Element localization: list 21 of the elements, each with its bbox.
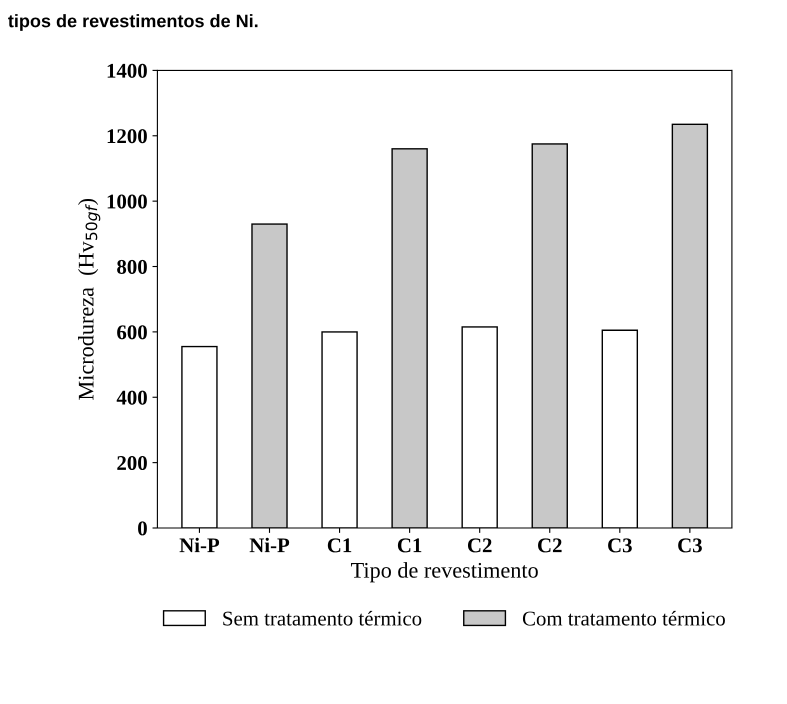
x-tick-label: C2 [468,538,492,552]
x-tick-label: C2 [538,538,562,552]
y-tick-label: 800 [117,260,147,274]
y-tick-label: 200 [117,456,147,470]
legend-label: Com tratamento térmico [522,610,725,626]
y-axis-title: Microdureza (Hv$_{50gf}$) [78,198,100,400]
x-axis-title: Tipo de revestimento [351,562,538,582]
y-tick-label: 1000 [108,194,147,209]
y-tick-label: 1400 [108,64,147,78]
x-tick-label: Ni-P [180,538,220,552]
x-tick-label: Ni-P [250,538,290,552]
x-tick-label: C3 [678,538,702,552]
y-tick-label: 0 [138,521,147,536]
chart-title: tipos de revestimentos de Ni. [8,14,258,31]
y-tick-label: 400 [116,390,147,405]
y-tick-label: 600 [117,325,147,340]
x-tick-label: C1 [328,538,352,552]
y-tick-label: 1200 [108,129,147,144]
legend-label: Sem tratamento térmico [223,610,422,626]
x-tick-label: C1 [398,538,422,552]
x-tick-label: C3 [608,538,632,552]
